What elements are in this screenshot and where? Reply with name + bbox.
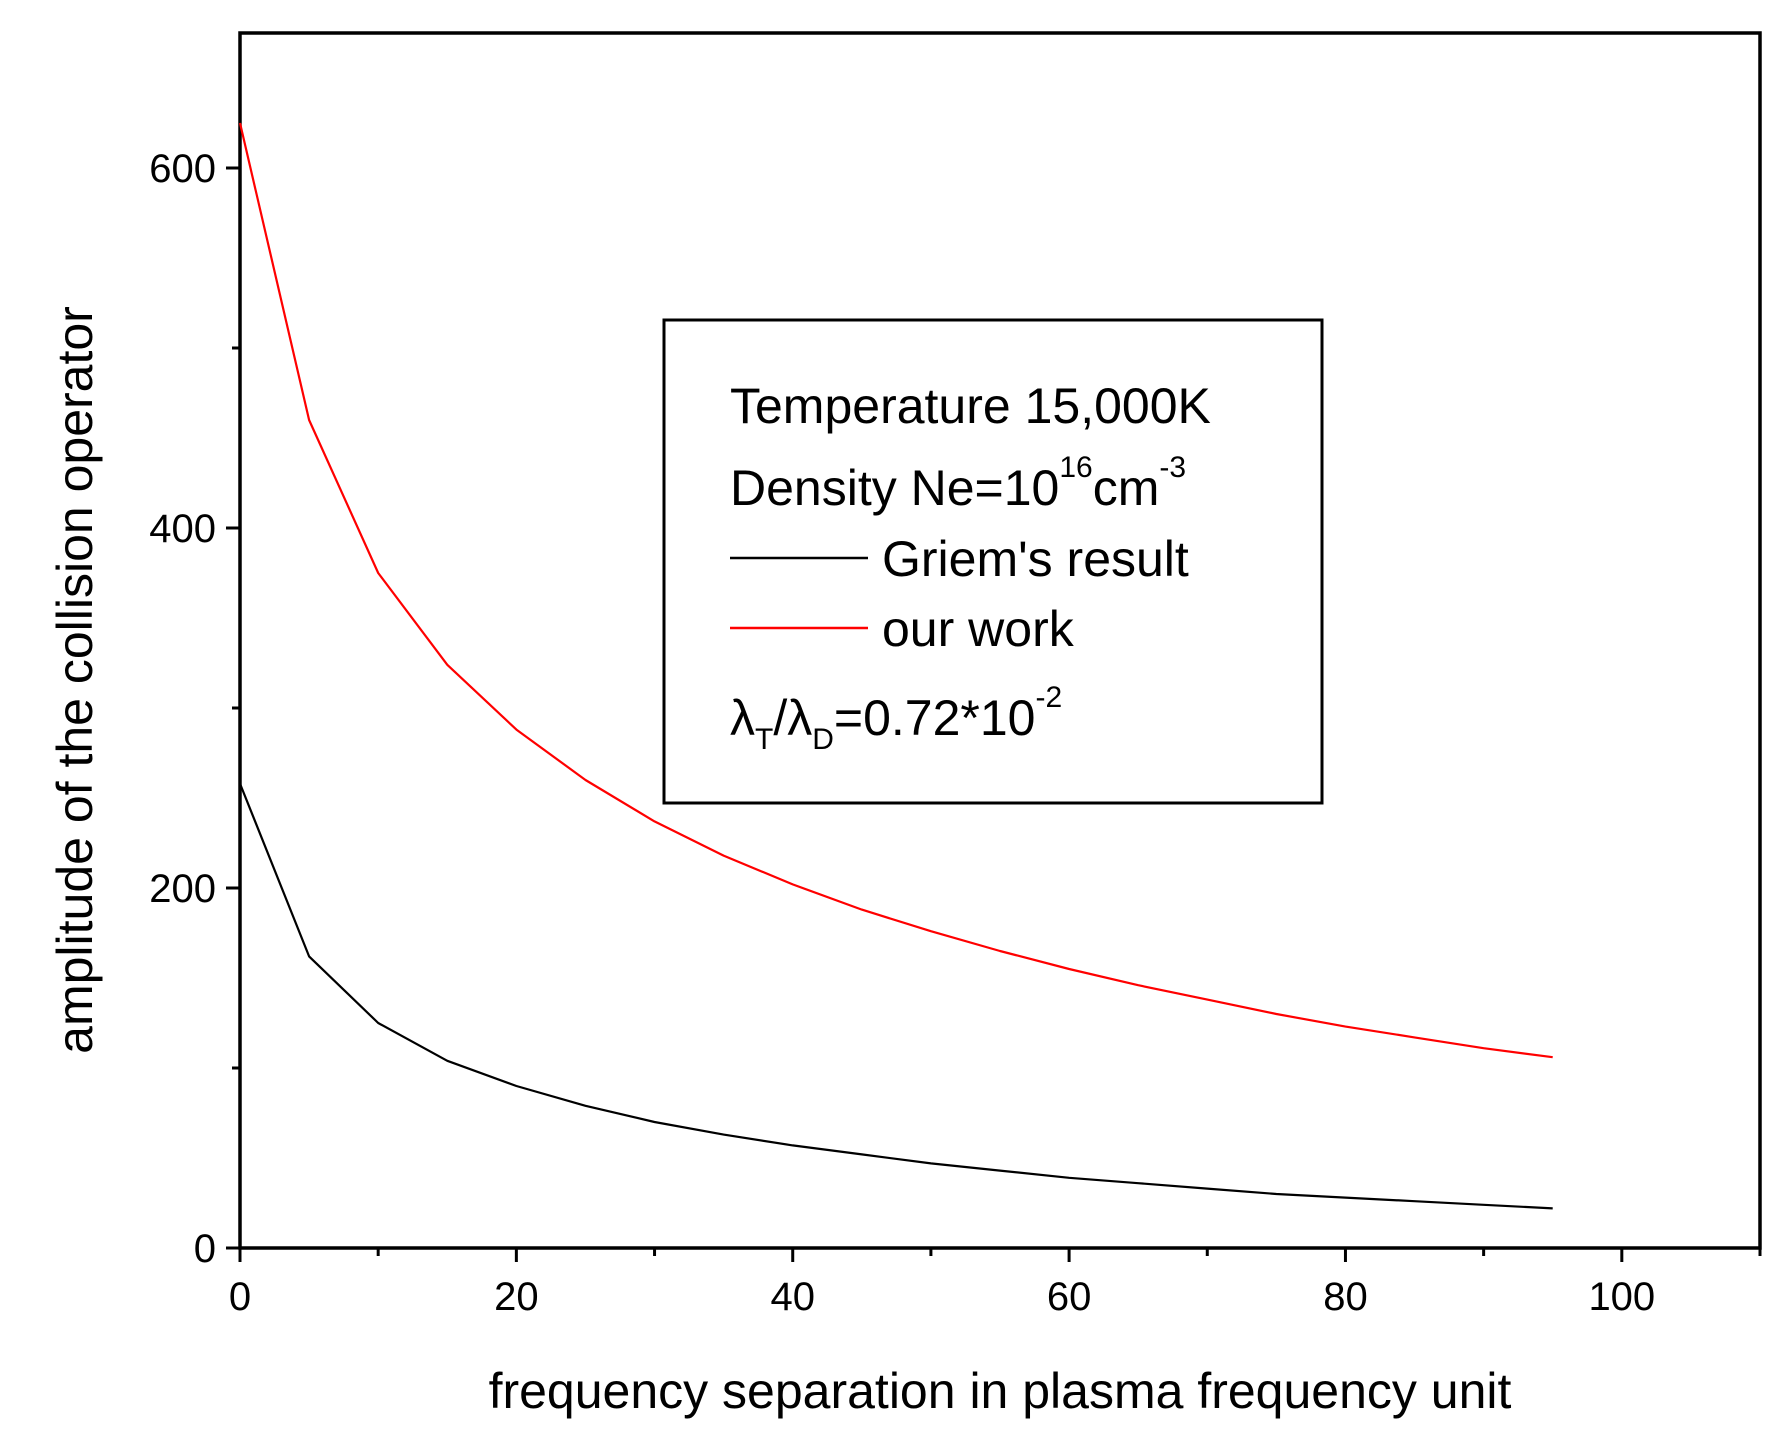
x-tick-label-40: 40	[770, 1275, 815, 1319]
x-tick-label-60: 60	[1047, 1275, 1092, 1319]
legend-ratio-sub1: T	[755, 723, 773, 756]
x-axis-ticks: 0 20 40 60 80 100	[229, 1248, 1762, 1319]
plot-frame	[238, 31, 1762, 1250]
legend-label-our-work: our work	[882, 601, 1075, 657]
x-axis-title: frequency separation in plasma frequency…	[489, 1363, 1512, 1419]
legend-density-unit: cm	[1093, 460, 1160, 516]
legend-ratio-sub2: D	[812, 723, 834, 756]
legend: Temperature 15,000K Density Ne=1016cm-3 …	[662, 318, 1324, 805]
legend-box	[662, 318, 1324, 805]
legend-density-prefix: Density Ne=10	[730, 460, 1059, 516]
x-tick-label-20: 20	[494, 1275, 539, 1319]
legend-ratio-exp: -2	[1036, 681, 1063, 714]
legend-ratio-slash: /	[773, 690, 787, 746]
x-tick-label-80: 80	[1323, 1275, 1368, 1319]
y-axis-title: amplitude of the collision operator	[47, 306, 103, 1054]
y-tick-label-600: 600	[149, 147, 216, 191]
series-layer	[238, 122, 1553, 1210]
legend-density-unit-exp: -3	[1159, 451, 1186, 484]
x-tick-label-100: 100	[1588, 1275, 1655, 1319]
legend-label-griem: Griem's result	[882, 531, 1189, 587]
y-tick-label-200: 200	[149, 867, 216, 911]
legend-density: Density Ne=1016cm-3	[730, 451, 1186, 516]
legend-ratio-value: =0.72*10	[834, 690, 1036, 746]
legend-ratio: λT/λD=0.72*10-2	[730, 681, 1062, 756]
y-axis-ticks: 0 200 400 600	[149, 147, 240, 1271]
series-line-griem-s-result	[238, 783, 1553, 1210]
series-line-our-work	[238, 122, 1553, 1059]
legend-ratio-lambda2: λ	[787, 690, 812, 746]
y-tick-label-400: 400	[149, 507, 216, 551]
legend-temperature: Temperature 15,000K	[730, 378, 1211, 434]
legend-density-exp: 16	[1059, 451, 1092, 484]
legend-ratio-lambda1: λ	[730, 690, 755, 746]
x-tick-label-0: 0	[229, 1275, 251, 1319]
y-tick-label-0: 0	[194, 1227, 216, 1271]
